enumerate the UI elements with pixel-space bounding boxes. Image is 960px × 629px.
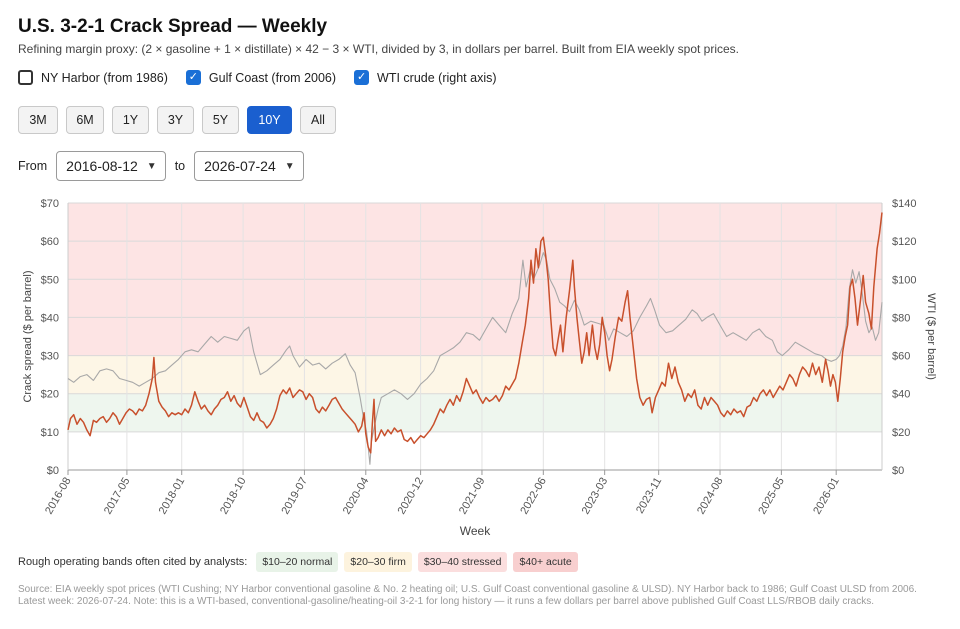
crack-spread-chart: $0 $10 $20 $30 $40 $50 $60 $70 $0 $20 $40 $60 $80 $10… — [22, 198, 937, 538]
x-tick-label: 2017-05 — [102, 476, 133, 517]
band-region — [68, 393, 882, 432]
y2-tick-label: $140 — [892, 198, 916, 210]
x-tick-label: 2020-04 — [341, 476, 372, 517]
toggle-wti[interactable]: ✓ WTI crude (right axis) — [354, 70, 497, 85]
band-badge-normal: $10–20 normal — [256, 552, 339, 572]
to-date-value: 2026-07-24 — [204, 158, 276, 174]
wti-series-line — [67, 252, 883, 465]
toggle-label: WTI crude (right axis) — [377, 70, 497, 85]
x-tick-label: 2024-08 — [695, 476, 726, 517]
x-tick-label: 2022-06 — [518, 476, 549, 517]
to-label: to — [174, 159, 186, 173]
series-toggles: NY Harbor (from 1986) ✓ Gulf Coast (from… — [18, 70, 497, 85]
band-badge-acute: $40+ acute — [513, 552, 578, 572]
y-tick-label: $10 — [41, 427, 59, 439]
x-tick-label: 2026-01 — [811, 476, 842, 517]
y2-axis-title: WTI ($ per barrel) — [925, 293, 937, 380]
range-6m-button[interactable]: 6M — [66, 106, 104, 134]
page-title: U.S. 3-2-1 Crack Spread — Weekly — [18, 16, 328, 37]
range-5y-button[interactable]: 5Y — [202, 106, 239, 134]
y-tick-label: $0 — [47, 465, 59, 477]
x-tick-label: 2018-01 — [157, 476, 188, 517]
x-tick-label: 2025-05 — [756, 476, 787, 517]
x-tick-label: 2018-10 — [218, 476, 249, 517]
checkbox-checked-icon[interactable]: ✓ — [185, 70, 201, 85]
toggle-ny-harbor[interactable]: NY Harbor (from 1986) — [18, 70, 168, 85]
x-tick-label: 2023-03 — [580, 476, 611, 517]
checkbox-unchecked-icon[interactable] — [18, 70, 33, 85]
range-all-button[interactable]: All — [300, 106, 336, 134]
y2-tick-label: $40 — [892, 389, 910, 401]
x-axis-title: Week — [460, 524, 491, 538]
page-subtitle: Refining margin proxy: (2 × gasoline + 1… — [18, 42, 740, 56]
y2-tick-label: $80 — [892, 312, 910, 324]
chevron-down-icon: ▼ — [146, 160, 157, 172]
y2-tick-label: $20 — [892, 427, 910, 439]
y-tick-label: $50 — [41, 274, 59, 286]
from-date-select[interactable]: 2016-08-12 ▼ — [56, 151, 166, 181]
y2-tick-label: $0 — [892, 465, 904, 477]
y2-tick-label: $60 — [892, 351, 910, 363]
from-date-value: 2016-08-12 — [66, 158, 138, 174]
y-axis-title: Crack spread ($ per barrel) — [22, 270, 34, 402]
bands-legend-label: Rough operating bands often cited by ana… — [18, 556, 248, 568]
range-3y-button[interactable]: 3Y — [157, 106, 194, 134]
checkbox-checked-icon[interactable]: ✓ — [354, 70, 370, 85]
from-label: From — [18, 159, 48, 173]
y-tick-label: $30 — [41, 351, 59, 363]
x-tick-label: 2019-07 — [279, 476, 310, 517]
band-badge-firm: $20–30 firm — [344, 552, 412, 572]
x-tick-label: 2023-11 — [634, 476, 664, 516]
band-badge-stressed: $30–40 stressed — [417, 552, 508, 572]
chevron-down-icon: ▼ — [284, 160, 295, 172]
x-tick-label: 2021-09 — [457, 475, 488, 516]
y-tick-label: $40 — [41, 312, 59, 324]
source-footnote: Source: EIA weekly spot prices (WTI Cush… — [18, 584, 917, 607]
date-range: From 2016-08-12 ▼ to 2026-07-24 ▼ — [18, 151, 313, 181]
toggle-label: Gulf Coast (from 2006) — [208, 70, 337, 85]
toggle-gulf-coast[interactable]: ✓ Gulf Coast (from 2006) — [185, 70, 337, 85]
range-3m-button[interactable]: 3M — [18, 106, 58, 134]
y2-tick-label: $120 — [892, 236, 916, 248]
range-1y-button[interactable]: 1Y — [112, 106, 149, 134]
band-region — [68, 355, 882, 394]
y-tick-label: $20 — [41, 389, 59, 401]
to-date-select[interactable]: 2026-07-24 ▼ — [194, 151, 304, 181]
y-tick-label: $70 — [41, 198, 59, 210]
x-tick-label: 2020-12 — [396, 476, 427, 517]
bands-legend: Rough operating bands often cited by ana… — [18, 552, 578, 572]
y2-tick-label: $100 — [892, 274, 916, 286]
y-tick-label: $60 — [41, 236, 59, 248]
toggle-label: NY Harbor (from 1986) — [41, 70, 168, 85]
range-10y-button[interactable]: 10Y — [247, 106, 292, 134]
x-tick-label: 2016-08 — [43, 476, 74, 517]
gulf-coast-series-line — [67, 212, 883, 454]
range-buttons: 3M 6M 1Y 3Y 5Y 10Y All — [18, 106, 336, 134]
